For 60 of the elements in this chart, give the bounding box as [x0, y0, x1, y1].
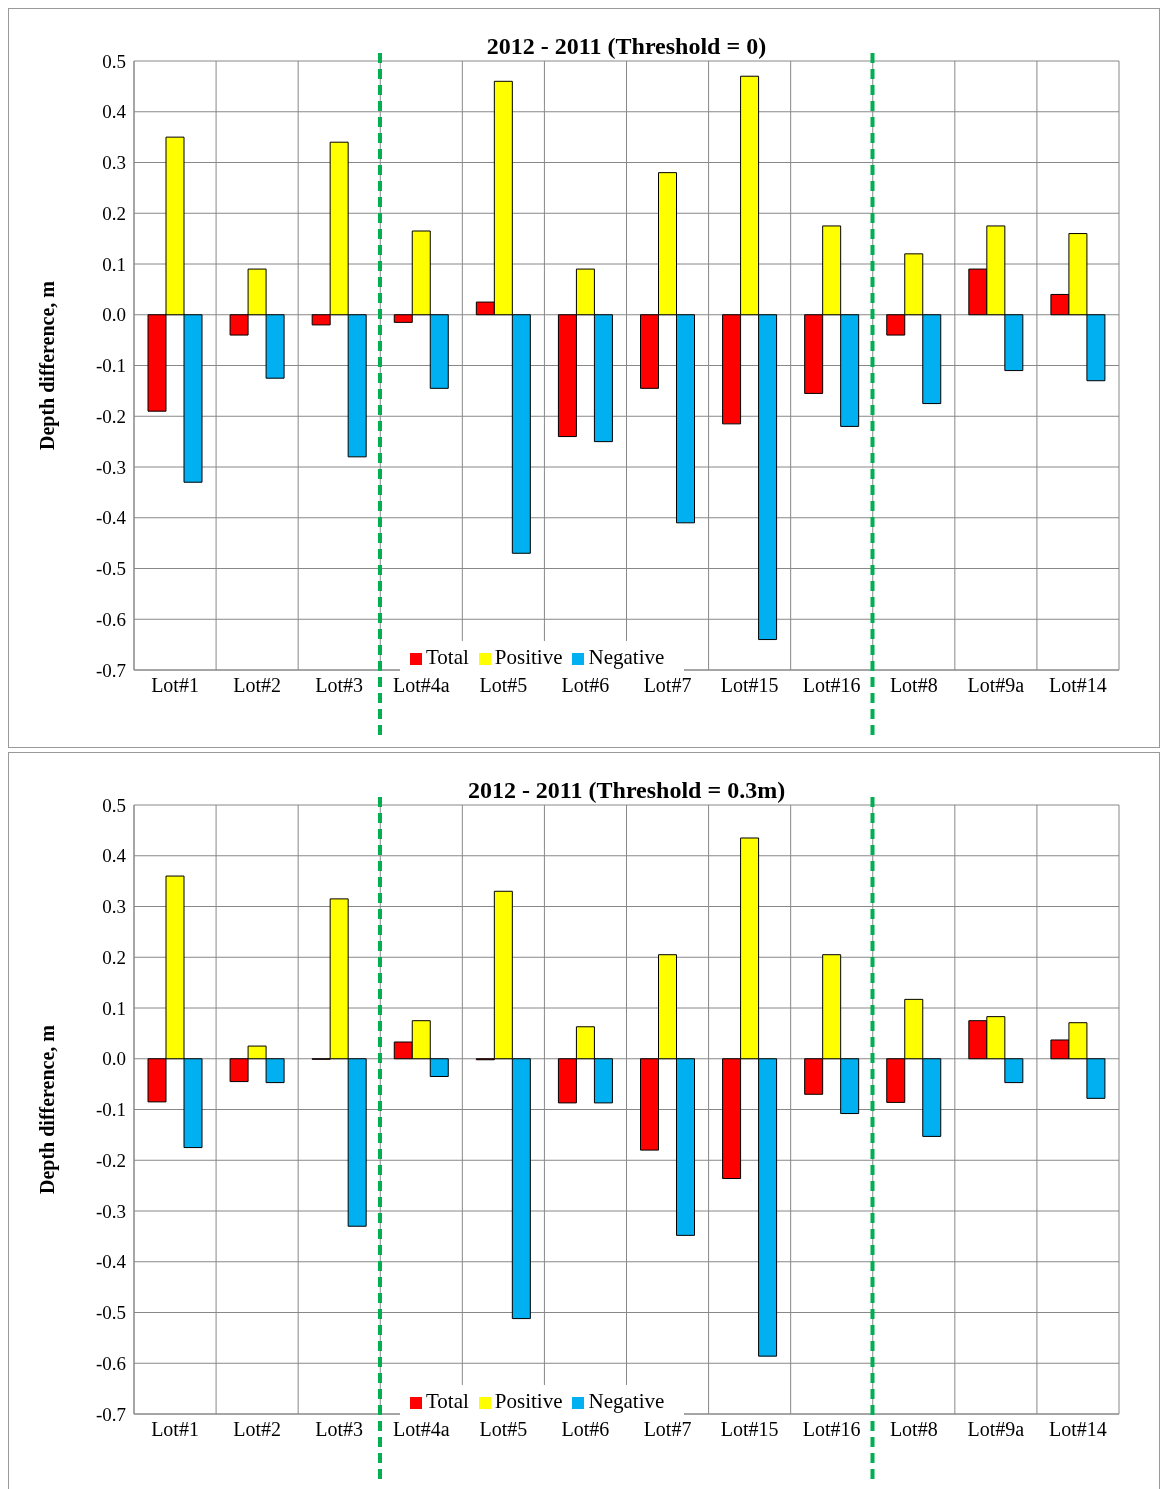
legend-label: Positive	[494, 1389, 563, 1413]
x-tick-label: Lot#1	[151, 1418, 199, 1441]
legend-label: Positive	[494, 645, 563, 669]
x-tick-label: Lot#7	[643, 1418, 692, 1441]
legend-label: Total	[425, 1389, 469, 1413]
x-tick-label: Lot#6	[561, 674, 610, 697]
y-tick-label: -0.3	[95, 1200, 126, 1222]
y-tick-label: -0.3	[95, 456, 126, 478]
y-tick-label: -0.5	[95, 558, 126, 580]
y-tick-label: 0.4	[102, 845, 127, 867]
x-tick-label: Lot#5	[479, 674, 528, 697]
y-tick-label: -0.6	[95, 1352, 126, 1374]
y-axis-title: Depth difference, m	[36, 280, 60, 451]
x-tick-label: Lot#4a	[392, 674, 450, 697]
x-tick-label: Lot#8	[889, 1418, 938, 1441]
y-tick-label: -0.1	[95, 1099, 126, 1121]
y-tick-label: 0.1	[102, 253, 126, 275]
y-tick-label: -0.1	[95, 355, 126, 377]
x-tick-label: Lot#2	[233, 674, 282, 697]
chart-title: 2012 - 2011 (Threshold = 0.3m)	[466, 777, 787, 804]
x-tick-label: Lot#8	[889, 674, 938, 697]
x-tick-label: Lot#15	[720, 674, 779, 697]
x-tick-label: Lot#7	[643, 674, 692, 697]
legend-label: Negative	[588, 645, 665, 669]
x-tick-label: Lot#2	[233, 1418, 282, 1441]
x-tick-label: Lot#14	[1049, 674, 1107, 697]
y-tick-label: 0.5	[102, 794, 126, 816]
y-tick-label: -0.5	[95, 1302, 126, 1324]
y-tick-label: -0.2	[95, 405, 126, 427]
x-tick-label: Lot#5	[479, 1418, 528, 1441]
x-tick-label: Lot#6	[561, 1418, 610, 1441]
y-tick-label: -0.7	[95, 659, 126, 681]
x-tick-label: Lot#16	[802, 1418, 861, 1441]
chart-title: 2012 - 2011 (Threshold = 0)	[485, 33, 768, 60]
y-tick-label: 0.3	[102, 152, 126, 174]
y-tick-label: 0.5	[102, 50, 126, 72]
x-tick-label: Lot#3	[315, 674, 364, 697]
y-tick-label: 0.1	[102, 997, 126, 1019]
y-tick-label: -0.6	[95, 608, 126, 630]
y-tick-label: 0.3	[102, 896, 126, 918]
legend-label: Total	[425, 645, 469, 669]
y-tick-label: -0.4	[95, 507, 127, 529]
y-tick-label: 0.4	[102, 101, 127, 123]
x-tick-label: Lot#14	[1049, 1418, 1107, 1441]
y-tick-label: 0.0	[102, 304, 126, 326]
x-tick-label: Lot#1	[151, 674, 199, 697]
y-tick-label: 0.0	[102, 1048, 126, 1070]
x-tick-label: Lot#4a	[392, 1418, 450, 1441]
x-tick-label: Lot#16	[802, 674, 861, 697]
y-tick-label: 0.2	[102, 202, 126, 224]
x-tick-label: Lot#9a	[967, 674, 1025, 697]
legend-label: Negative	[588, 1389, 665, 1413]
x-tick-label: Lot#3	[315, 1418, 364, 1441]
y-tick-label: -0.7	[95, 1403, 126, 1425]
y-axis-title: Depth difference, m	[36, 1024, 60, 1195]
y-tick-label: -0.4	[95, 1251, 127, 1273]
y-tick-label: 0.2	[102, 946, 126, 968]
x-tick-label: Lot#15	[720, 1418, 779, 1441]
x-tick-label: Lot#9a	[967, 1418, 1025, 1441]
y-tick-label: -0.2	[95, 1149, 126, 1171]
